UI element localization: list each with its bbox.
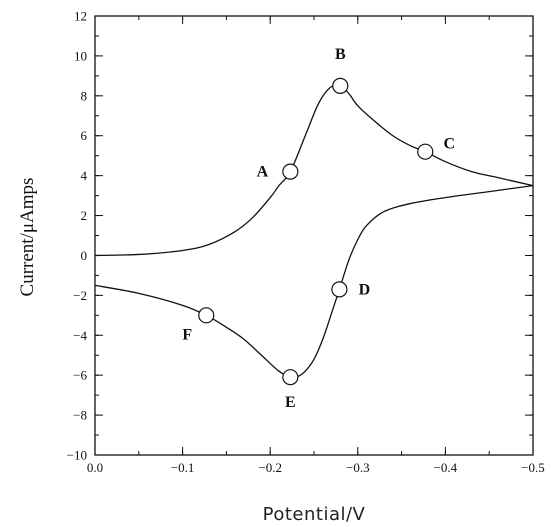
plot-frame bbox=[94, 15, 534, 456]
point-marker-b bbox=[332, 77, 349, 94]
y-tick-label: 4 bbox=[81, 168, 88, 183]
x-tick-label: −0.1 bbox=[171, 460, 195, 475]
y-axis-title: Current/μAmps bbox=[17, 178, 38, 297]
point-label-c: C bbox=[443, 136, 455, 153]
y-tick-label: −8 bbox=[73, 408, 87, 423]
point-label-d: D bbox=[359, 281, 371, 298]
y-tick-label: 10 bbox=[74, 48, 87, 63]
y-tick-label: 0 bbox=[81, 248, 88, 263]
point-label-f: F bbox=[182, 326, 192, 343]
ticks: 0.0 −0.1 −0.2 −0.3 −0.4 −0.5 −10 −8 −6 −4 −2 0 2 4 6 8 1… bbox=[67, 9, 545, 476]
point-markers: A B C D E F bbox=[182, 46, 455, 411]
point-marker-a bbox=[282, 163, 299, 180]
point-label-b: B bbox=[335, 46, 346, 63]
y-tick-label: −2 bbox=[73, 288, 87, 303]
y-tick-label: 2 bbox=[81, 208, 88, 223]
y-tick-label: −6 bbox=[73, 368, 87, 383]
x-tick-label: −0.3 bbox=[346, 460, 370, 475]
data-series bbox=[94, 84, 534, 379]
reverse-scan-line bbox=[94, 184, 534, 379]
point-marker-e bbox=[282, 369, 299, 386]
point-label-e: E bbox=[285, 394, 296, 411]
x-tick-label: 0.0 bbox=[87, 460, 103, 475]
point-marker-f bbox=[198, 307, 215, 324]
axes bbox=[94, 15, 534, 456]
point-label-a: A bbox=[257, 164, 269, 181]
y-tick-label: −10 bbox=[67, 448, 87, 463]
forward-scan-line bbox=[94, 84, 534, 257]
point-marker-c bbox=[417, 143, 434, 160]
x-tick-label: −0.5 bbox=[521, 460, 545, 475]
y-tick-label: 8 bbox=[81, 88, 88, 103]
y-tick-label: 6 bbox=[81, 128, 88, 143]
point-marker-d bbox=[331, 281, 348, 298]
y-tick-label: 12 bbox=[74, 9, 87, 24]
x-axis-title: Potential/V bbox=[263, 504, 366, 525]
y-tick-label: −4 bbox=[73, 328, 87, 343]
x-tick-label: −0.2 bbox=[258, 460, 282, 475]
x-tick-label: −0.4 bbox=[434, 460, 458, 475]
